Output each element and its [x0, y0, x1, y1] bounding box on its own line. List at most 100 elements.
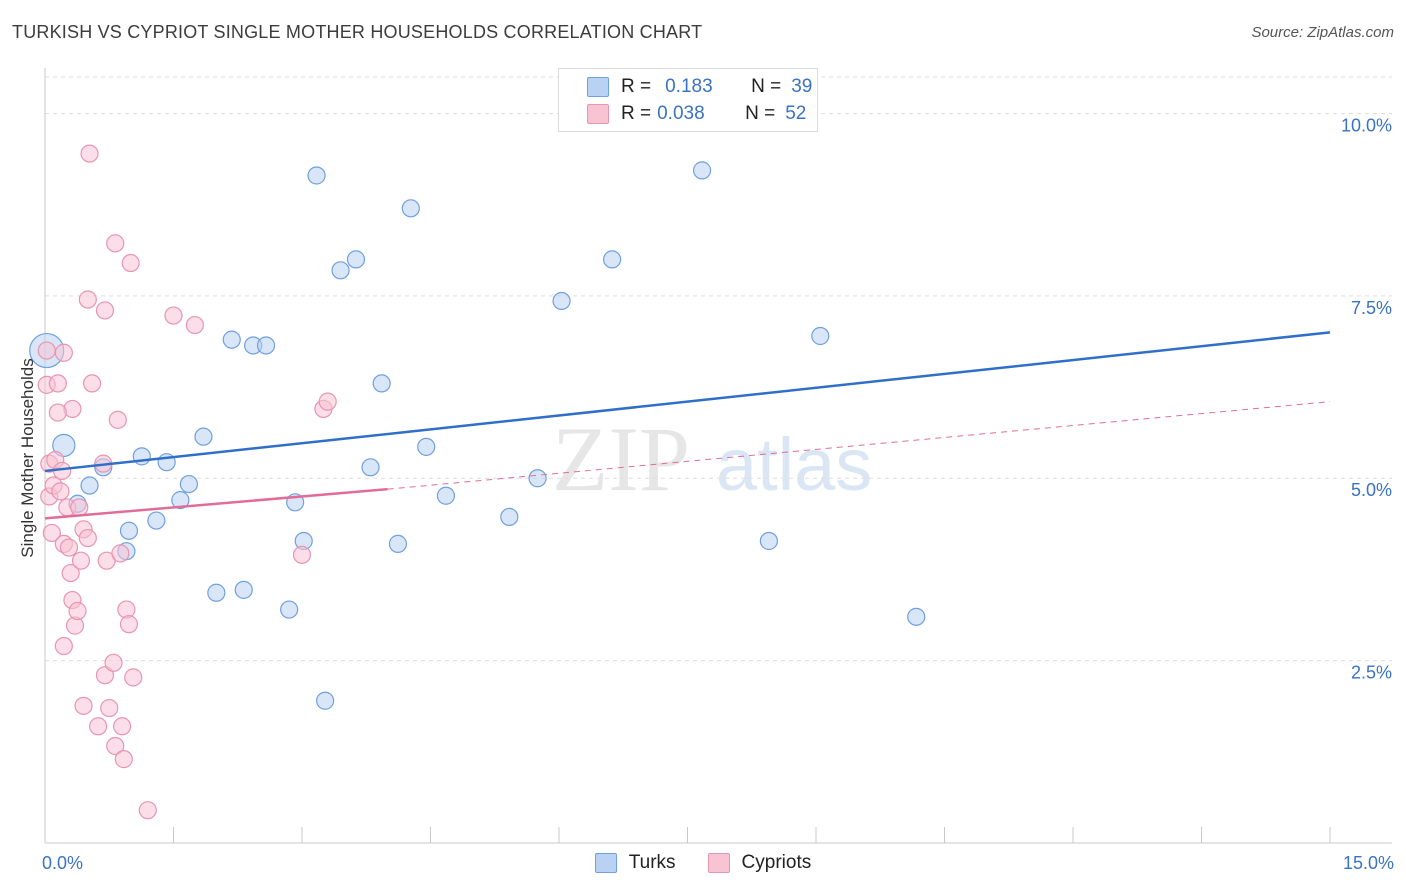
turks-point	[147, 511, 166, 530]
y-tick-label: 10.0%	[1341, 115, 1392, 135]
r-value: 0.183	[665, 76, 713, 97]
cypriots-point	[100, 698, 119, 718]
cypriots-point	[71, 551, 91, 570]
cypriots-point	[48, 374, 67, 393]
turks-point	[372, 374, 391, 393]
turks-point	[907, 607, 926, 626]
legend-label-turks: Turks	[628, 852, 676, 873]
cypriots-point	[111, 544, 130, 563]
turks-point	[280, 600, 299, 619]
cypriots-point	[78, 528, 97, 548]
cypriots-point	[48, 403, 67, 422]
cypriots-point	[78, 290, 97, 309]
turks-point	[179, 474, 199, 494]
n-value: 52	[785, 103, 807, 124]
source-label: Source: ZipAtlas.com	[1251, 24, 1394, 41]
watermark-atlas: atlas	[716, 423, 872, 506]
r-label: R =	[621, 76, 652, 97]
turks-point	[80, 476, 99, 495]
cypriots-point	[54, 343, 73, 362]
cypriots-point	[124, 668, 143, 687]
cypriots-point	[80, 144, 99, 163]
turks-point	[222, 330, 241, 349]
turks-point	[307, 166, 326, 185]
cypriots-point	[89, 717, 108, 736]
n-label: N =	[751, 76, 782, 97]
cypriots-point	[119, 615, 139, 634]
cypriots-point	[318, 392, 337, 411]
cypriots-point	[114, 750, 133, 769]
legend-label-cypriots: Cypriots	[741, 852, 812, 873]
x-tick-label: 15.0%	[1343, 853, 1394, 873]
turks-point	[171, 491, 190, 510]
cypriots-point	[37, 341, 56, 360]
turks-point	[388, 534, 408, 553]
n-label: N =	[745, 103, 776, 124]
cypriots-point	[70, 498, 89, 517]
cypriots-point	[138, 801, 157, 820]
turks-point	[552, 291, 571, 311]
cypriots-point	[121, 253, 140, 273]
turks-point	[528, 469, 547, 488]
turks-point	[316, 691, 335, 710]
turks-legend-icon	[594, 853, 617, 873]
cypriots-point	[112, 717, 132, 736]
turks-point	[119, 521, 139, 540]
legend-item-turks[interactable]: Turks	[594, 852, 676, 874]
cypriots-point	[51, 482, 70, 501]
cypriots-point	[106, 234, 125, 253]
turks-point	[234, 580, 253, 599]
turks-point	[194, 427, 213, 446]
y-tick-label: 7.5%	[1351, 298, 1392, 318]
turks-point	[207, 583, 226, 602]
watermark-zip: ZIP	[552, 408, 690, 510]
cypriots-point	[68, 601, 87, 621]
cypriots-legend-icon	[707, 853, 730, 873]
turks-point	[603, 250, 622, 269]
x-tick-label: 0.0%	[42, 853, 83, 873]
legend-item-cypriots[interactable]: Cypriots	[707, 852, 812, 874]
y-tick-label: 2.5%	[1351, 663, 1392, 683]
stats-legend-row-turks: R = 0.183 N = 39	[587, 75, 812, 99]
cypriots-trend-line	[44, 487, 388, 520]
n-value: 39	[791, 76, 813, 97]
cypriots-trend-extension	[387, 401, 1331, 490]
stats-legend: R = 0.183 N = 39 R = 0.038 N = 52	[558, 68, 818, 132]
cypriots-point	[59, 538, 79, 557]
cypriots-point	[95, 301, 115, 320]
y-axis-label: Single Mother Households	[18, 358, 37, 558]
cypriots-point	[42, 523, 61, 543]
series-legend: Turks Cypriots	[0, 852, 1406, 874]
cypriots-point	[292, 545, 312, 564]
turks-point	[52, 433, 76, 458]
turks-point	[811, 326, 830, 346]
cypriots-swatch-icon	[587, 104, 609, 124]
r-label: R =	[621, 103, 652, 124]
r-value: 0.038	[657, 103, 705, 124]
turks-point	[346, 250, 366, 269]
turks-point	[256, 336, 276, 355]
cypriots-point	[185, 315, 205, 335]
cypriots-point	[104, 653, 123, 672]
cypriots-point	[106, 736, 125, 756]
turks-trend-line	[44, 331, 1331, 473]
turks-point	[401, 199, 420, 218]
turks-swatch-icon	[587, 77, 609, 97]
cypriots-point	[164, 306, 183, 325]
turks-point	[759, 531, 778, 551]
stats-legend-row-cypriots: R = 0.038 N = 52	[587, 102, 806, 126]
cypriots-point	[95, 666, 115, 685]
cypriots-point	[61, 563, 80, 583]
cypriots-point	[108, 410, 127, 429]
cypriots-point	[74, 696, 93, 715]
turks-point	[331, 261, 350, 280]
turks-point	[692, 161, 712, 180]
turks-point	[436, 486, 456, 505]
chart-title: TURKISH VS CYPRIOT SINGLE MOTHER HOUSEHO…	[12, 22, 703, 42]
turks-point	[500, 507, 519, 527]
cypriots-point	[83, 374, 102, 393]
y-tick-label: 5.0%	[1351, 480, 1392, 500]
turks-point	[361, 458, 380, 477]
cypriots-point	[54, 636, 73, 656]
